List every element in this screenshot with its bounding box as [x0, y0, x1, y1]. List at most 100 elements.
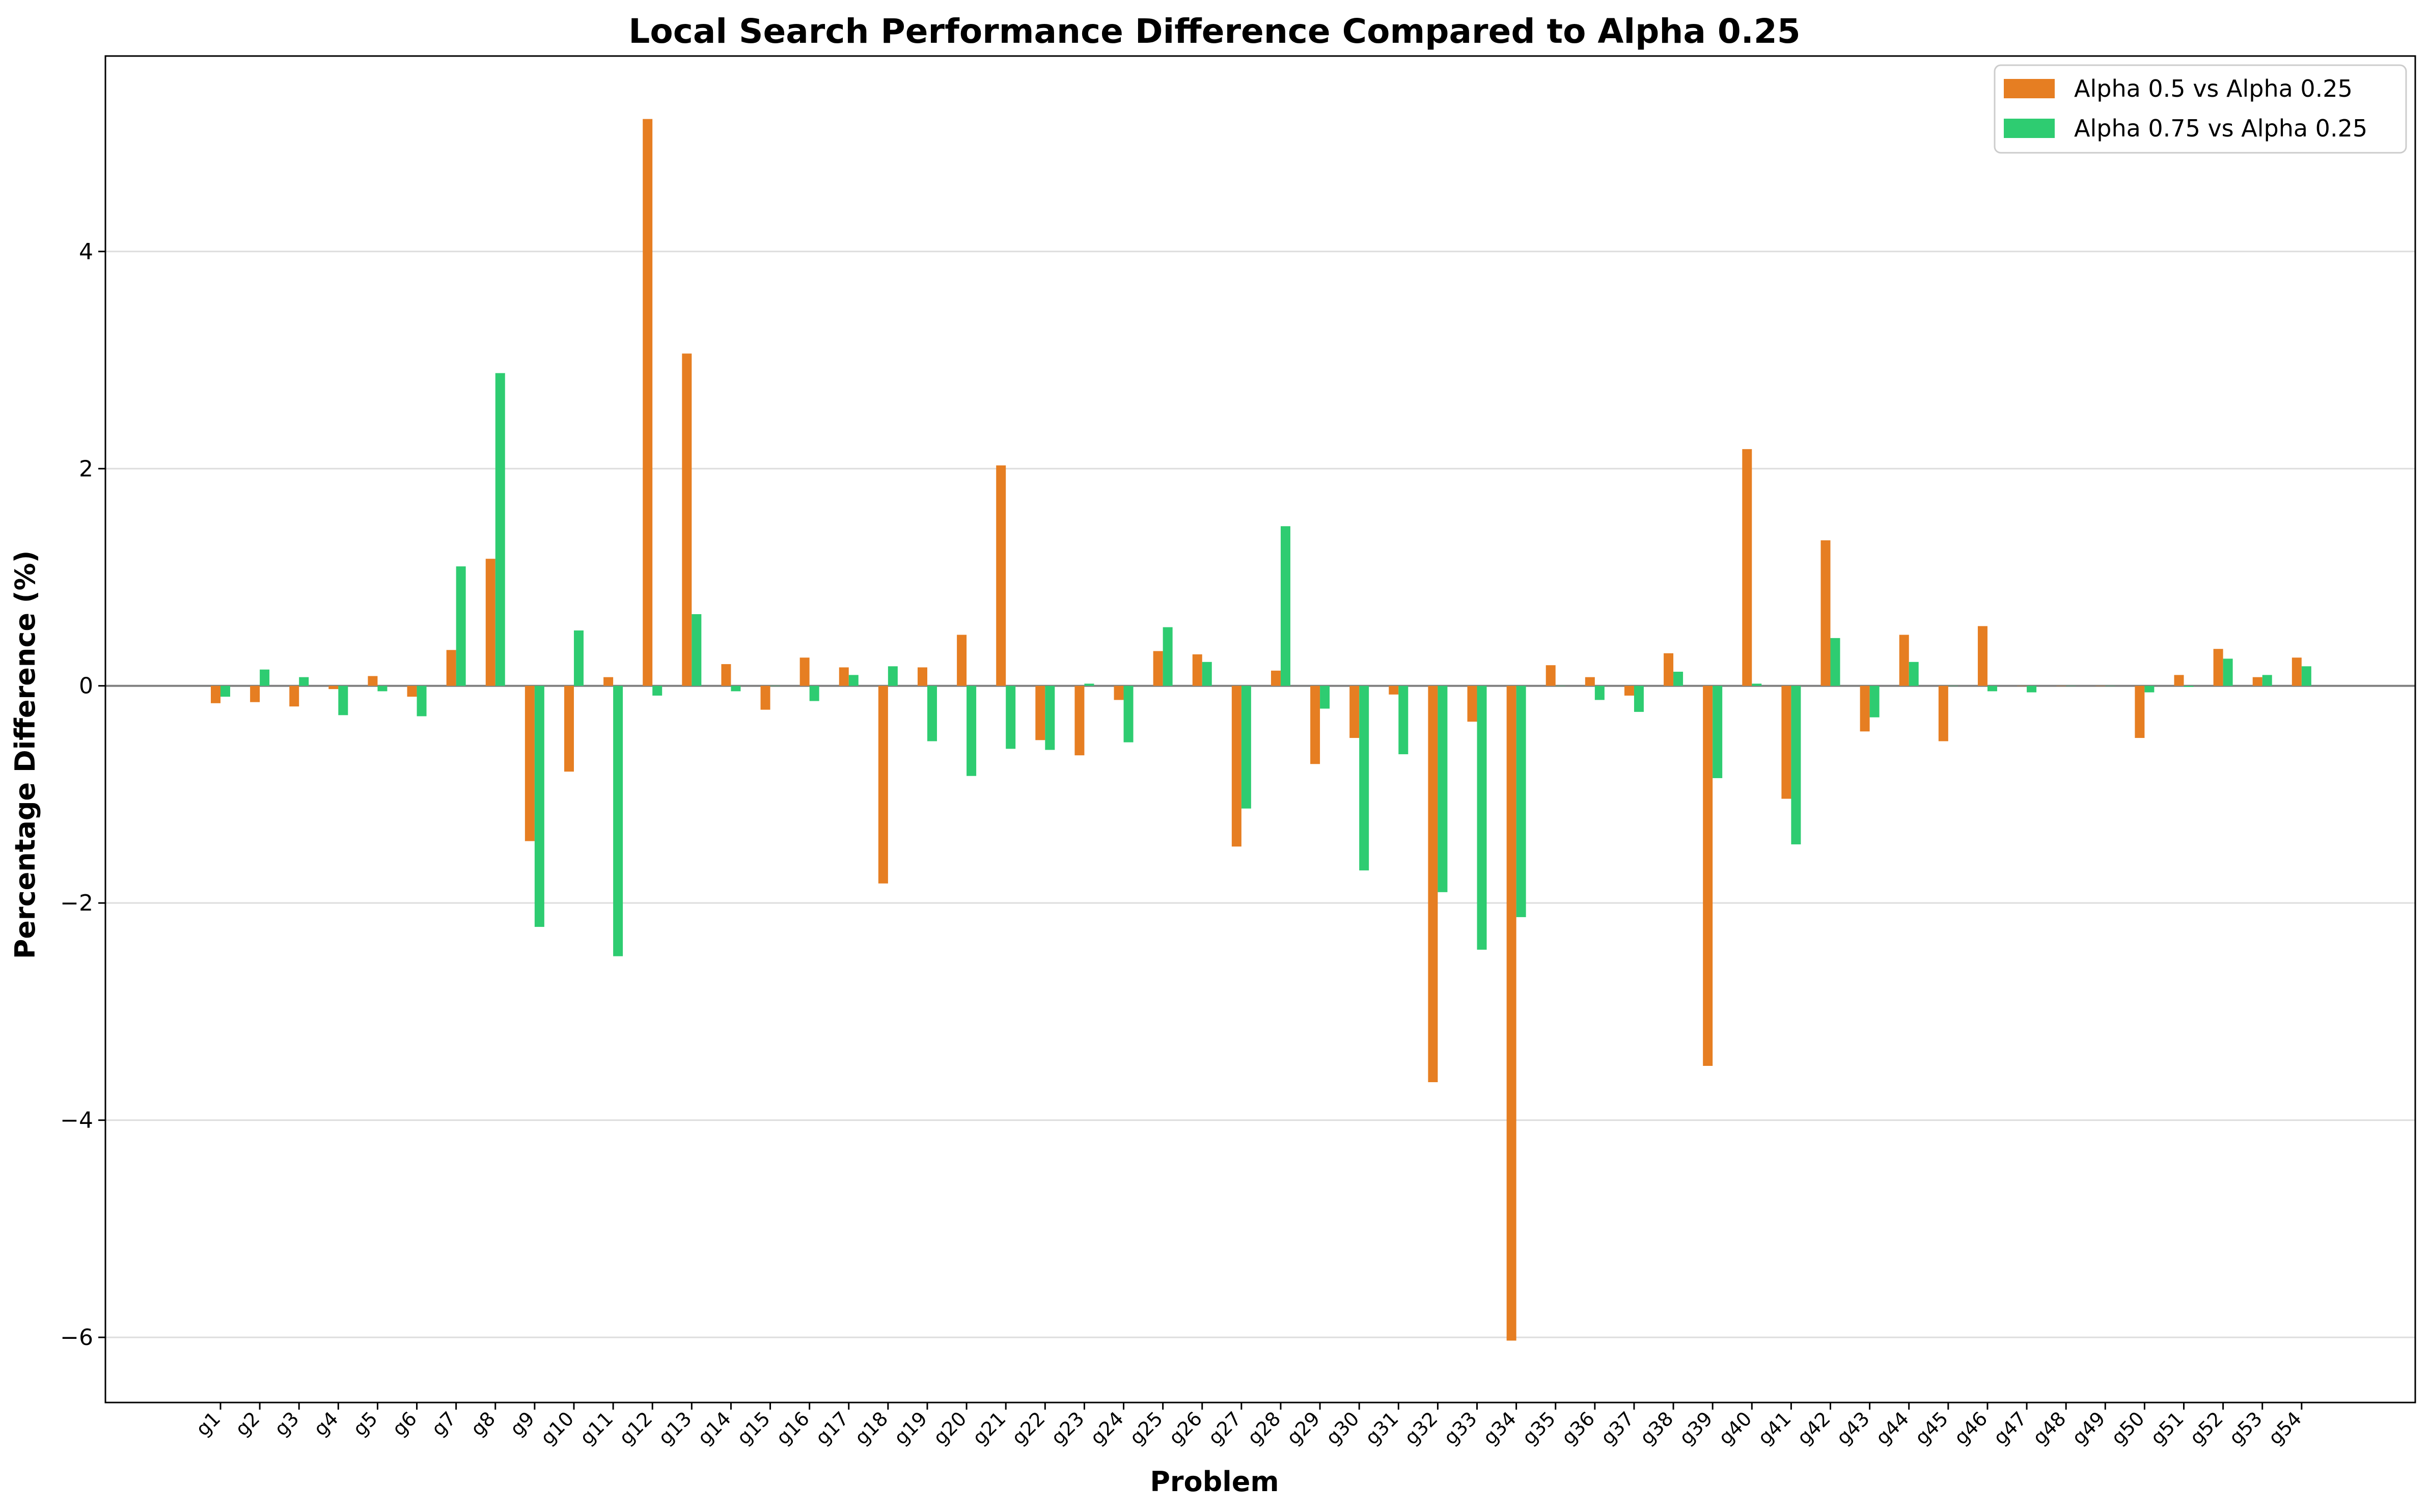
bar-alpha-0-75-g38	[1673, 671, 1683, 686]
bar-alpha-0-5-g15	[760, 685, 770, 710]
bar-alpha-0-5-g3	[289, 685, 299, 707]
bar-alpha-0-75-g47	[2027, 685, 2037, 693]
bar-alpha-0-75-g5	[377, 685, 388, 692]
plot-frame	[104, 55, 2416, 1404]
bar-alpha-0-5-g45	[1938, 685, 1948, 741]
bar-alpha-0-75-g17	[848, 675, 859, 686]
legend-label-alpha-0-75: Alpha 0.75 vs Alpha 0.25	[2074, 115, 2367, 142]
bar-alpha-0-75-g6	[417, 685, 427, 717]
chart-title: Local Search Performance Difference Comp…	[628, 12, 1800, 51]
bar-alpha-0-75-g28	[1280, 526, 1290, 686]
bar-alpha-0-75-g3	[299, 677, 309, 686]
bar-alpha-0-5-g19	[917, 667, 927, 686]
bar-alpha-0-5-g50	[2135, 685, 2145, 738]
bar-alpha-0-5-g40	[1742, 449, 1752, 686]
bar-alpha-0-5-g2	[250, 685, 260, 702]
bar-alpha-0-75-g23	[1084, 683, 1094, 686]
bar-alpha-0-75-g24	[1123, 685, 1134, 743]
bar-alpha-0-75-g21	[1006, 685, 1016, 749]
bar-alpha-0-5-g26	[1192, 654, 1202, 686]
y-tick-label: 0	[79, 673, 93, 699]
bar-alpha-0-5-g33	[1467, 685, 1477, 722]
bar-alpha-0-75-g44	[1909, 662, 1919, 686]
bar-alpha-0-5-g51	[2174, 675, 2184, 686]
bar-alpha-0-5-g27	[1231, 685, 1241, 847]
bar-alpha-0-75-g46	[1987, 685, 1997, 692]
bar-alpha-0-5-g35	[1545, 665, 1556, 686]
bar-alpha-0-75-g43	[1869, 685, 1880, 718]
bar-alpha-0-75-g19	[927, 685, 937, 741]
y-tick-label: −2	[60, 890, 93, 916]
legend-frame	[1994, 64, 2407, 154]
bar-alpha-0-5-g4	[328, 685, 339, 690]
bar-alpha-0-5-g14	[721, 664, 731, 686]
bar-alpha-0-75-g42	[1830, 638, 1840, 686]
bar-alpha-0-5-g31	[1389, 685, 1399, 695]
bar-alpha-0-75-g8	[495, 373, 505, 686]
bar-alpha-0-75-g29	[1320, 685, 1330, 709]
bar-alpha-0-75-g14	[731, 685, 741, 692]
bar-alpha-0-5-g22	[1035, 685, 1045, 740]
bar-alpha-0-75-g20	[967, 685, 977, 776]
bar-alpha-0-5-g43	[1860, 685, 1870, 732]
bar-alpha-0-75-g18	[888, 666, 898, 686]
bar-alpha-0-5-g10	[564, 685, 574, 772]
bar-alpha-0-5-g38	[1664, 653, 1674, 686]
bar-alpha-0-75-g2	[260, 669, 270, 686]
bar-alpha-0-75-g34	[1516, 685, 1526, 917]
bars	[211, 119, 2311, 1341]
bar-alpha-0-5-g25	[1153, 651, 1163, 686]
bar-alpha-0-5-g6	[407, 685, 417, 697]
y-tick-label: 4	[79, 239, 93, 265]
bar-alpha-0-75-g9	[534, 685, 544, 927]
bar-alpha-0-75-g12	[652, 685, 663, 696]
legend-label-alpha-0-5: Alpha 0.5 vs Alpha 0.25	[2074, 75, 2353, 102]
bar-alpha-0-5-g53	[2252, 677, 2262, 686]
bar-alpha-0-75-g13	[692, 614, 702, 686]
bar-alpha-0-75-g11	[613, 685, 623, 956]
bar-alpha-0-5-g37	[1624, 685, 1634, 696]
bar-alpha-0-75-g16	[809, 685, 819, 701]
x-axis-label: Problem	[1150, 1466, 1279, 1498]
bar-alpha-0-5-g17	[839, 667, 849, 686]
bar-alpha-0-75-g36	[1594, 685, 1605, 700]
y-tick-label: −4	[60, 1108, 93, 1134]
bar-alpha-0-75-g32	[1438, 685, 1448, 892]
bar-alpha-0-5-g21	[996, 465, 1006, 686]
bar-alpha-0-75-g30	[1359, 685, 1369, 871]
bar-alpha-0-75-g26	[1202, 662, 1212, 686]
bar-alpha-0-5-g29	[1310, 685, 1320, 764]
bar-alpha-0-5-g9	[525, 685, 535, 841]
bar-alpha-0-5-g41	[1781, 685, 1791, 799]
bar-alpha-0-5-g39	[1703, 685, 1713, 1066]
bar-alpha-0-75-g52	[2223, 658, 2233, 686]
bar-alpha-0-75-g27	[1241, 685, 1251, 809]
bar-alpha-0-75-g50	[2144, 685, 2155, 693]
bar-alpha-0-75-g31	[1398, 685, 1409, 755]
bar-alpha-0-75-g40	[1752, 683, 1762, 686]
bar-alpha-0-75-g25	[1163, 627, 1173, 686]
bar-alpha-0-5-g30	[1349, 685, 1360, 738]
bar-alpha-0-5-g18	[878, 685, 888, 884]
bar-alpha-0-75-g39	[1713, 685, 1723, 778]
bar-alpha-0-75-g7	[456, 566, 466, 686]
bar-alpha-0-5-g42	[1820, 540, 1831, 686]
bar-alpha-0-5-g44	[1899, 635, 1909, 686]
bar-alpha-0-5-g54	[2292, 657, 2302, 686]
bar-alpha-0-5-g36	[1585, 677, 1595, 686]
y-axis-label: Percentage Difference (%)	[9, 551, 41, 959]
bar-alpha-0-5-g23	[1074, 685, 1085, 756]
bar-alpha-0-5-g8	[485, 559, 495, 686]
y-tick-label: 2	[79, 456, 93, 482]
bar-alpha-0-75-g54	[2301, 666, 2311, 686]
bar-alpha-0-75-g37	[1634, 685, 1644, 712]
bar-alpha-0-75-g41	[1791, 685, 1801, 845]
bar-alpha-0-5-g28	[1271, 670, 1281, 686]
bar-alpha-0-5-g7	[446, 650, 456, 686]
bar-alpha-0-5-g1	[211, 685, 220, 703]
legend-swatch-alpha-0-75	[2004, 119, 2055, 138]
bar-alpha-0-75-g4	[338, 685, 348, 716]
bar-alpha-0-5-g46	[1977, 626, 1988, 686]
